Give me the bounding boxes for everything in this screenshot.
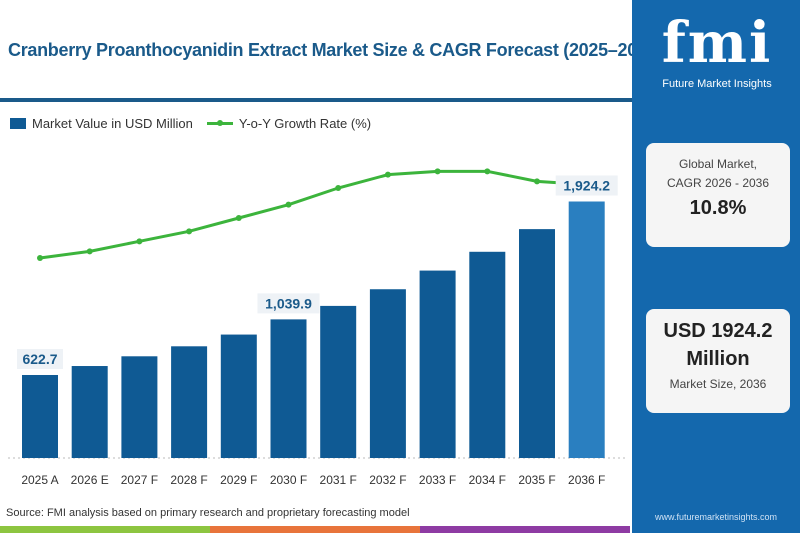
growth-point	[534, 178, 540, 185]
bar	[270, 319, 307, 458]
data-label-bg	[257, 293, 320, 314]
bar	[369, 289, 406, 458]
bar	[419, 270, 456, 458]
cagr-value: 10.8%	[689, 197, 747, 219]
bar	[22, 374, 58, 458]
growth-point	[37, 255, 43, 261]
x-tick-label: 2029 F	[220, 473, 257, 487]
legend-bar-swatch	[10, 118, 26, 129]
logo-text: fmi	[661, 10, 773, 76]
growth-point	[335, 185, 342, 191]
growth-point	[434, 168, 441, 175]
growth-point	[86, 248, 93, 255]
bar	[220, 334, 257, 458]
bar	[519, 229, 555, 458]
market-size-value: USD 1924.2	[663, 320, 773, 342]
x-tick-label: 2025 A	[21, 473, 58, 487]
bar	[320, 305, 357, 458]
x-tick-label: 2026 E	[71, 473, 109, 487]
bar	[121, 356, 158, 458]
x-tick-label: 2034 F	[469, 473, 506, 487]
cagr-period: CAGR 2026 - 2036	[666, 176, 770, 190]
legend-bar-label: Market Value in USD Million	[32, 116, 193, 131]
x-tick-label: 2031 F	[320, 473, 357, 487]
data-label-bg	[17, 348, 63, 369]
market-size-unit: Million	[686, 348, 750, 370]
bar	[171, 346, 208, 458]
source-note: Source: FMI analysis based on primary re…	[6, 507, 410, 519]
bar	[71, 366, 108, 458]
x-tick-label: 2033 F	[419, 473, 456, 487]
market-size-card: USD 1924.2 Million Market Size, 2036	[646, 309, 790, 413]
cagr-card: Global Market, CAGR 2026 - 2036 10.8%	[646, 143, 790, 247]
x-tick-label: 2027 F	[121, 473, 158, 487]
growth-point	[384, 171, 391, 178]
data-label: 1,924.2	[563, 178, 610, 194]
title-divider	[0, 98, 632, 102]
data-label: 622.7	[22, 351, 57, 367]
x-tick-label: 2030 F	[270, 473, 307, 487]
chart-title: Cranberry Proanthocyanidin Extract Marke…	[8, 40, 663, 60]
chart-area: 2025 A 2026 E 2027 F 2028 F 2029 F 2030 F 2031…	[8, 168, 625, 487]
legend-line-label: Y-o-Y Growth Rate (%)	[238, 116, 372, 131]
legend: Market Value in USD Million Y-o-Y Growth…	[10, 116, 371, 131]
growth-point	[136, 238, 143, 245]
market-size-label: Market Size, 2036	[669, 377, 767, 391]
website-url: www.futuremarketinsights.com	[654, 512, 778, 522]
fmi-logo: fmi Future Market Insights	[652, 8, 782, 90]
logo-subtitle: Future Market Insights	[662, 78, 772, 90]
x-tick-label: 2035 F	[518, 473, 555, 487]
growth-line	[39, 169, 587, 260]
color-stripe	[0, 526, 630, 533]
growth-point	[285, 201, 292, 208]
bar	[469, 251, 506, 458]
data-label: 1,039.9	[265, 295, 312, 311]
x-tick-label: 2036 F	[568, 473, 605, 487]
bar	[568, 201, 605, 458]
sidebar: fmi Future Market Insights Global Market…	[632, 0, 800, 533]
x-tick-label: 2032 F	[369, 473, 406, 487]
growth-point	[235, 215, 242, 221]
growth-point	[186, 228, 193, 235]
growth-point	[484, 168, 491, 175]
data-label-bg	[555, 175, 618, 196]
cagr-label: Global Market,	[678, 157, 758, 171]
x-tick-label: 2028 F	[170, 473, 207, 487]
legend-line-swatch	[206, 120, 233, 126]
